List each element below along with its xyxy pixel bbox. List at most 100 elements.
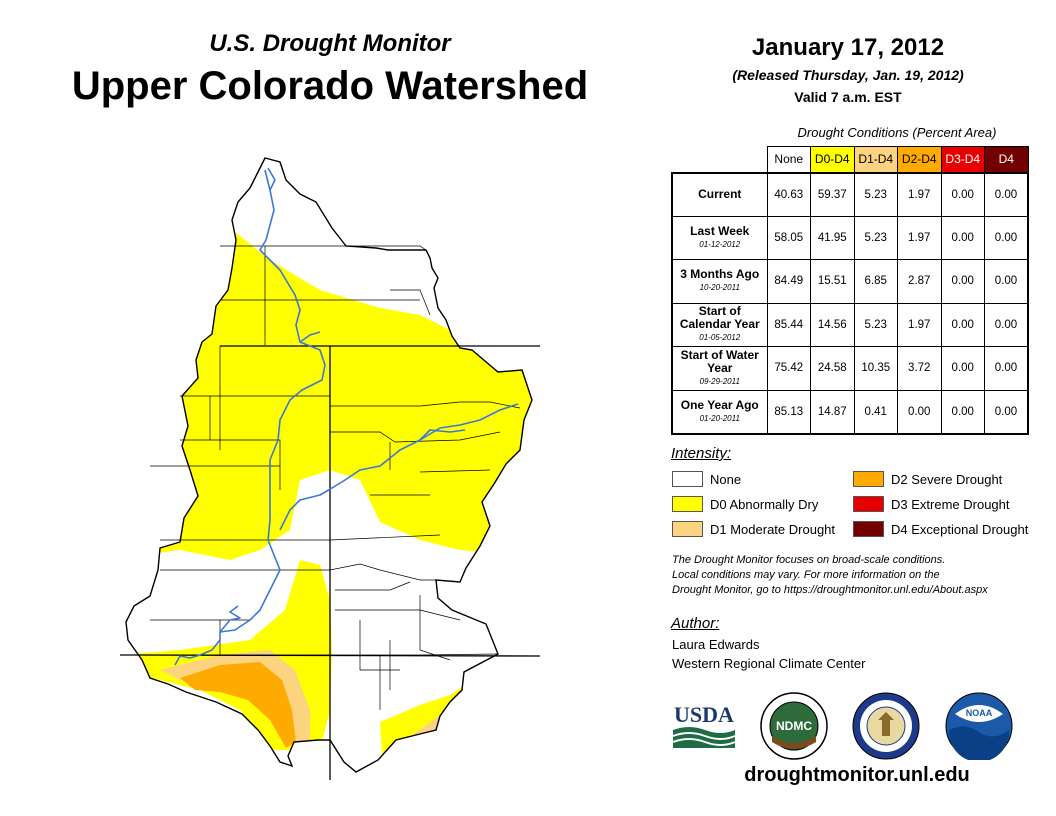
ndmc-logo-text: NDMC	[776, 719, 812, 733]
table-cell: 0.00	[984, 215, 1029, 260]
author-name: Laura Edwards	[672, 637, 760, 652]
legend-swatch	[853, 471, 884, 487]
disclaimer-note: The Drought Monitor focuses on broad-sca…	[672, 553, 1042, 598]
legend-label: D4 Exceptional Drought	[891, 522, 1029, 537]
table-row: Current 40.63 59.37 5.23 1.97 0.00 0.00	[671, 171, 1029, 217]
noaa-logo: NOAA	[945, 692, 1013, 760]
table-cell: 1.97	[897, 171, 942, 217]
row-label-text: 3 Months Ago	[680, 267, 760, 282]
author-organization: Western Regional Climate Center	[672, 656, 866, 671]
legend-label: D2 Severe Drought	[891, 472, 1003, 487]
col-header-d3-d4: D3-D4	[940, 146, 985, 173]
legend-swatch	[853, 496, 884, 512]
table-row: 3 Months Ago 10-20-2011 84.49 15.51 6.85 2.87…	[671, 259, 1029, 304]
table-cell: 1.97	[897, 215, 942, 260]
usda-logo-text: USDA	[674, 702, 734, 727]
col-header-d2-d4: D2-D4	[897, 146, 942, 173]
row-label-text: One Year Ago	[680, 397, 759, 412]
note-line: Local conditions may vary. For more info…	[672, 569, 940, 581]
table-corner	[672, 146, 767, 173]
tributary-1	[264, 169, 271, 191]
row-label-text: Start of Water Year	[680, 347, 759, 375]
usda-logo: USDA	[672, 702, 736, 748]
legend-swatch	[672, 471, 703, 487]
table-cell: 0.00	[940, 259, 985, 304]
river-network	[174, 167, 519, 666]
table-cell: 0.00	[984, 389, 1029, 435]
legend-label: D0 Abnormally Dry	[710, 497, 819, 512]
table-cell: 40.63	[766, 171, 811, 217]
table-cell: 0.00	[984, 259, 1029, 304]
table-cell: 5.23	[853, 302, 898, 347]
doc-seal-logo	[852, 692, 920, 760]
table-cell: 14.87	[810, 389, 855, 435]
row-label-text: Last Week	[690, 223, 750, 238]
table-cell: 5.23	[853, 171, 898, 217]
table-row: Start of Water Year 09-29-2011 75.42 24.58 1…	[671, 346, 1029, 391]
legend-title: Intensity:	[671, 445, 732, 462]
table-cell: 0.00	[940, 389, 985, 435]
table-header-row: None D0-D4 D1-D4 D2-D4 D3-D4 D4	[672, 146, 1029, 173]
row-label-text: Current	[698, 187, 742, 201]
drought-conditions-table: None D0-D4 D1-D4 D2-D4 D3-D4 D4 Current 4…	[671, 146, 1029, 435]
table-cell: 84.49	[766, 259, 811, 304]
table-cell: 0.00	[940, 171, 985, 217]
table-cell: 24.58	[810, 346, 855, 391]
row-label-date: 01-12-2012	[699, 239, 741, 249]
table-cell: 75.42	[766, 346, 811, 391]
table-cell: 1.97	[897, 302, 942, 347]
table-cell: 0.00	[984, 346, 1029, 391]
legend-swatch	[853, 521, 884, 537]
table-cell: 14.56	[810, 302, 855, 347]
row-label-date: 09-29-2011	[699, 376, 740, 386]
row-label: Start of Calendar Year 01-05-2012	[671, 302, 768, 347]
table-cell: 0.00	[984, 171, 1029, 217]
row-label-date: 10-20-2011	[699, 283, 740, 293]
table-cell: 10.35	[853, 346, 898, 391]
colorado-river-upper	[279, 403, 519, 531]
table-cell: 3.72	[897, 346, 942, 391]
map-subtitle: U.S. Drought Monitor	[209, 30, 451, 57]
row-label: Last Week 01-12-2012	[671, 215, 768, 260]
table-caption: Drought Conditions (Percent Area)	[797, 125, 997, 140]
legend-swatch	[672, 521, 703, 537]
row-label-date: 01-05-2012	[699, 333, 741, 343]
website-link[interactable]: droughtmonitor.unl.edu	[744, 764, 970, 786]
tributary-3	[419, 429, 466, 441]
table-cell: 0.00	[940, 215, 985, 260]
table-cell: 5.23	[853, 215, 898, 260]
ndmc-logo: NDMC	[760, 692, 828, 760]
noaa-logo-text: NOAA	[966, 708, 993, 718]
legend-label: None	[710, 472, 742, 487]
legend-label: D1 Moderate Drought	[710, 522, 836, 537]
note-line: Drought Monitor, go to https://droughtmo…	[672, 584, 988, 596]
table-cell: 0.00	[984, 302, 1029, 347]
table-cell: 0.41	[853, 389, 898, 435]
release-date: (Released Thursday, Jan. 19, 2012)	[732, 67, 964, 83]
table-cell: 85.13	[766, 389, 811, 435]
table-cell: 2.87	[897, 259, 942, 304]
table-cell: 41.95	[810, 215, 855, 260]
green-river	[174, 167, 326, 666]
table-row: Last Week 01-12-2012 58.05 41.95 5.23 1.97 0.0…	[671, 215, 1029, 260]
row-label: One Year Ago 01-20-2011	[671, 389, 768, 435]
note-line: The Drought Monitor focuses on broad-sca…	[672, 554, 946, 566]
valid-time: Valid 7 a.m. EST	[794, 89, 902, 105]
col-header-d1-d4: D1-D4	[853, 146, 898, 173]
legend-swatch	[672, 496, 703, 512]
table-cell: 59.37	[810, 171, 855, 217]
col-header-d4: D4	[984, 146, 1029, 173]
row-label-text: Start of Calendar Year	[679, 304, 760, 332]
row-label: Current	[671, 171, 768, 217]
d2-area-southwest	[180, 662, 296, 748]
state-boundaries	[120, 345, 540, 780]
author-heading: Author:	[671, 615, 720, 632]
table-row: Start of Calendar Year 01-05-2012 85.44 14.…	[671, 302, 1029, 347]
col-header-none: None	[766, 146, 811, 173]
table-cell: 0.00	[897, 389, 942, 435]
table-cell: 6.85	[853, 259, 898, 304]
table-cell: 15.51	[810, 259, 855, 304]
col-header-d0-d4: D0-D4	[810, 146, 855, 173]
table-row: One Year Ago 01-20-2011 85.13 14.87 0.41 0.00…	[671, 389, 1029, 435]
drought-map	[120, 157, 540, 780]
